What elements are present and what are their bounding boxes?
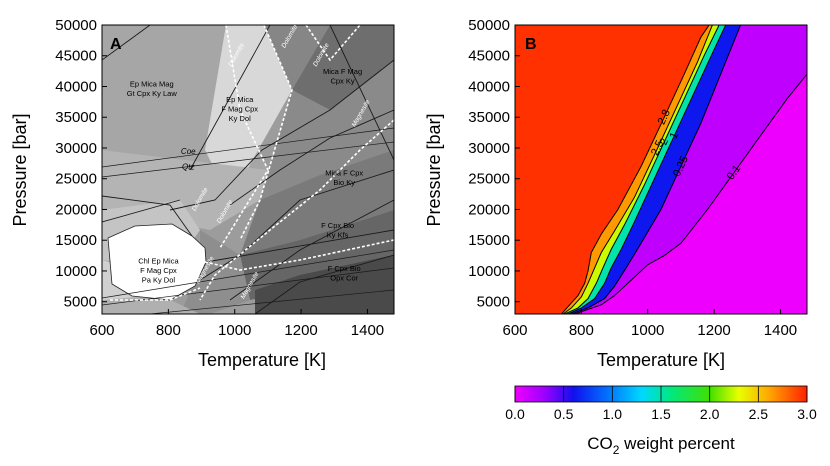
panel-a: Ep Mica Mag Gt Cpx Ky Law Ep Mica F Mag Cpx…: [10, 17, 395, 370]
panel-b-ytick-label: 20000: [468, 201, 510, 218]
contour-line: [562, 25, 713, 314]
panel-b-ytick-label: 5000: [477, 294, 510, 311]
band-fill: [568, 25, 741, 314]
colorbar-tick-label: 1.5: [651, 406, 671, 422]
contour-label: 2.8: [656, 108, 673, 127]
panel-b-ytick-label: 35000: [468, 109, 510, 126]
panel-b-xlabel: Temperature [K]: [597, 350, 725, 370]
colorbar-tick-label: 1.0: [603, 406, 623, 422]
panel-b-xtick-label: 800: [569, 322, 594, 339]
field-label: Ep Mica Mag Gt Cpx Ky Law: [127, 79, 178, 98]
colorbar-tick-label: 2.5: [749, 406, 769, 422]
contour-line: [561, 25, 710, 314]
panel-b-xtick-label: 600: [502, 322, 527, 339]
panel-a-ytick-label: 20000: [55, 201, 97, 218]
panel-a-ytick-label: 10000: [55, 263, 97, 280]
contour-label: 2: [658, 136, 671, 147]
reaction-line-label: Qtz: [182, 163, 194, 172]
panel-b-ytick-label: 40000: [468, 78, 510, 95]
contour-label: 2.5: [649, 139, 666, 158]
panel-b-xtick-label: 1200: [697, 322, 730, 339]
panel-a-frame: [101, 24, 395, 315]
colorbar: 0.0 0.5 1.0 1.5 2.0 2.5 3.0 CO2 weight percent: [505, 385, 817, 457]
panel-a-xlabel: Temperature [K]: [198, 350, 326, 370]
panel-a-ytick-label: 5000: [64, 294, 97, 311]
panel-a-ytick-label: 25000: [55, 171, 97, 188]
panel-b-ticks: 600 800 1000 1200 14005000100001500020000250…: [468, 17, 797, 339]
colorbar-tick-label: 2.0: [700, 406, 720, 422]
contour-label: 1: [668, 130, 681, 141]
field-label: Mica F Cpx Bio Ky: [325, 169, 363, 188]
panel-a-xtick-label: 1000: [218, 322, 251, 339]
panel-a-ytick-label: 35000: [55, 109, 97, 126]
field-label: Ep Mica F Mag Cpx Ky Dol: [221, 95, 258, 123]
phase-boundaries: [102, 25, 394, 314]
panel-b-field: [515, 25, 807, 314]
panel-b-ytick-label: 45000: [468, 48, 510, 65]
panel-b-frame: [514, 24, 808, 315]
reaction-line-label: Coe: [181, 147, 196, 156]
carbonate-boundaries: [110, 25, 394, 301]
field-label: F Cpx Bio Ky Kfs: [321, 221, 354, 240]
panel-a-label: A: [110, 36, 122, 53]
panel-b-ytick-label: 10000: [468, 263, 510, 280]
panel-b-label: B: [525, 36, 537, 53]
band-fill: [571, 25, 807, 314]
panel-a-xtick-label: 1400: [351, 322, 384, 339]
band-fill: [563, 25, 720, 314]
panel-a-ytick-label: 45000: [55, 48, 97, 65]
contour-line: [564, 25, 720, 314]
contour-line: [567, 25, 727, 314]
panel-a-ticks: 600 800 1000 1200 1400 5000 10000 15000 20000 250…: [55, 17, 384, 339]
panel-a-xtick-label: 1200: [284, 322, 317, 339]
panel-b-ytick-label: 30000: [468, 140, 510, 157]
band-fill: [561, 25, 713, 314]
contour-line: [571, 25, 742, 314]
panel-b-xtick-label: 1400: [764, 322, 797, 339]
panel-b-ytick-label: 15000: [468, 232, 510, 249]
panel-a-ytick-label: 40000: [55, 78, 97, 95]
colorbar-tick-label: 0.0: [505, 406, 525, 422]
panel-b-contours: [561, 25, 807, 314]
panel-b-xtick-label: 1000: [631, 322, 664, 339]
field-label: Chl Ep Mica F Mag Cpx Pa Ky Dol: [138, 257, 179, 285]
colorbar-ticks: 0.0 0.5 1.0 1.5 2.0 2.5 3.0: [505, 386, 817, 422]
panel-a-ylabel: Pressure [bar]: [10, 113, 30, 226]
contour-line: [574, 73, 807, 314]
field-label: F Cpx Bio Opx Cor: [328, 264, 361, 283]
panel-b-ytick-label: 25000: [468, 171, 510, 188]
field-label: Mica F Mag Cpx Ky: [323, 67, 362, 86]
panel-a-xtick-label: 600: [89, 322, 114, 339]
panel-b-ytick-label: 50000: [468, 17, 510, 34]
colorbar-label: CO2 weight percent: [587, 434, 735, 457]
band-fill: [564, 25, 726, 314]
panel-a-ytick-label: 50000: [55, 17, 97, 34]
colorbar-tick-label: 0.5: [554, 406, 574, 422]
panel-b-ylabel: Pressure [bar]: [424, 113, 444, 226]
panel-a-ytick-label: 15000: [55, 232, 97, 249]
colorbar-tick-label: 3.0: [797, 406, 817, 422]
panel-a-xtick-label: 800: [156, 322, 181, 339]
panel-a-field-labels: Ep Mica Mag Gt Cpx Ky Law Ep Mica F Mag Cpx…: [127, 67, 364, 284]
band-fill: [515, 25, 710, 314]
panel-a-ytick-label: 30000: [55, 140, 97, 157]
